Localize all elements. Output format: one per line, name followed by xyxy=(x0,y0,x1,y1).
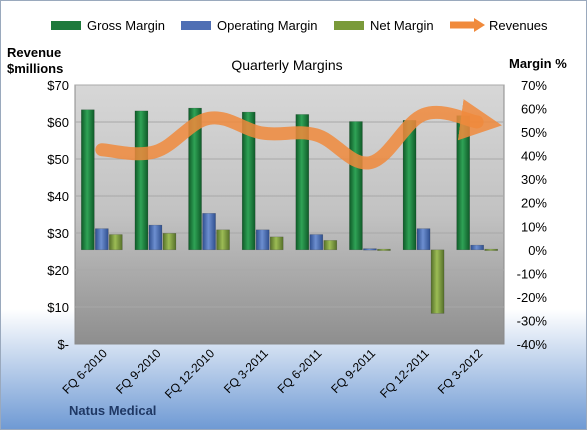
left-axis-title-line1: Revenue xyxy=(7,45,61,60)
right-tick-label: -20% xyxy=(517,290,548,305)
legend-label-gross-margin: Gross Margin xyxy=(87,18,165,33)
left-tick-label: $50 xyxy=(47,152,69,167)
right-axis-ticks: -40% -30% -20% -10% 0% 10% 20% 30% 40% 50% 60% 70% xyxy=(517,78,548,352)
bar-net-margin xyxy=(269,236,284,251)
bar-operating-margin xyxy=(95,228,109,251)
left-tick-label: $70 xyxy=(47,78,69,93)
bar-net-margin xyxy=(109,234,123,251)
legend-label-revenues: Revenues xyxy=(489,18,548,33)
bar-net-margin xyxy=(323,240,338,251)
right-tick-label: -40% xyxy=(517,337,548,352)
left-tick-label: $30 xyxy=(47,226,69,241)
bar-net-margin xyxy=(162,233,177,251)
left-axis-title-line2: $millions xyxy=(7,61,63,76)
bar-operating-margin xyxy=(416,228,431,251)
right-tick-label: 0% xyxy=(528,243,547,258)
left-tick-label: $40 xyxy=(47,189,69,204)
right-tick-label: -10% xyxy=(517,266,548,281)
legend-arrow-revenues xyxy=(474,18,485,32)
bar-gross-margin xyxy=(241,111,256,251)
bar-gross-margin xyxy=(134,110,149,251)
bar-operating-margin xyxy=(363,248,377,251)
left-tick-label: $- xyxy=(57,337,69,352)
bar-operating-margin xyxy=(202,213,216,251)
legend: Gross Margin Operating Margin Net Margin… xyxy=(51,18,548,33)
legend-swatch-net-margin xyxy=(334,21,364,30)
right-axis-title: Margin % xyxy=(509,56,567,71)
bar-net-margin xyxy=(484,248,498,251)
bar-operating-margin xyxy=(255,229,270,251)
legend-label-operating-margin: Operating Margin xyxy=(217,18,317,33)
bar-net-margin xyxy=(216,229,230,251)
bar-operating-margin xyxy=(309,234,324,251)
legend-swatch-operating-margin xyxy=(181,21,211,30)
right-tick-label: 70% xyxy=(521,78,547,93)
revenue-line xyxy=(95,99,502,170)
bar-gross-margin xyxy=(456,115,470,251)
left-tick-label: $60 xyxy=(47,115,69,130)
left-axis-ticks: $- $10 $20 $30 $40 $50 $60 $70 xyxy=(47,78,69,352)
right-tick-label: 20% xyxy=(521,196,547,211)
chart-title: Quarterly Margins xyxy=(231,57,342,73)
bar-gross-margin xyxy=(295,114,310,251)
legend-swatch-gross-margin xyxy=(51,21,81,30)
bar-net-margin xyxy=(377,248,391,251)
bar-net-margin xyxy=(430,249,445,314)
revenue-line-path xyxy=(95,99,502,170)
right-tick-label: 40% xyxy=(521,149,547,164)
bar-operating-margin xyxy=(470,244,484,251)
left-tick-label: $20 xyxy=(47,263,69,278)
bar-gross-margin xyxy=(188,107,202,251)
bar-gross-margin xyxy=(81,109,95,251)
bar-operating-margin xyxy=(148,224,163,251)
right-tick-label: 50% xyxy=(521,125,547,140)
bars xyxy=(81,107,498,314)
right-tick-label: 30% xyxy=(521,172,547,187)
right-tick-label: -30% xyxy=(517,313,548,328)
bar-gross-margin xyxy=(349,121,363,251)
right-tick-label: 10% xyxy=(521,219,547,234)
left-tick-label: $10 xyxy=(47,300,69,315)
legend-label-net-margin: Net Margin xyxy=(370,18,434,33)
right-tick-label: 60% xyxy=(521,102,547,117)
company-label: Natus Medical xyxy=(69,403,156,418)
